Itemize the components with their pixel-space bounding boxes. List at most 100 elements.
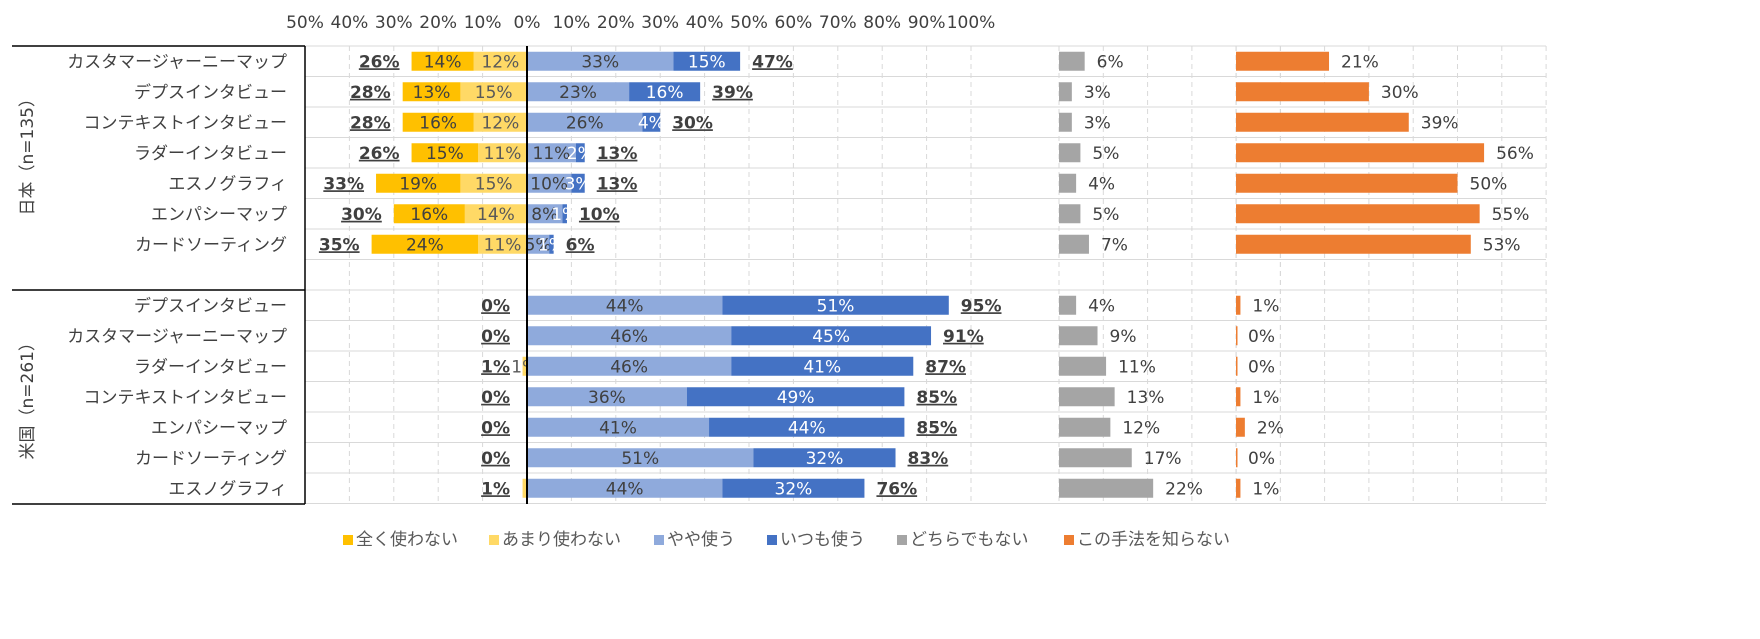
- rarely-bar: [473, 51, 527, 71]
- negative-total-label: 0%: [481, 388, 510, 408]
- never-bar: [371, 234, 479, 254]
- unknown-bar: [1236, 417, 1245, 437]
- somewhat-label: 5%: [525, 235, 552, 255]
- somewhat-bar: [527, 417, 710, 437]
- category-label: コンテキストインタビュー: [84, 388, 288, 408]
- neither-bar: [1059, 387, 1115, 407]
- x-tick-label: 50%: [730, 13, 768, 33]
- neither-bar: [1059, 326, 1098, 346]
- always-bar: [673, 51, 741, 71]
- rarely-label: 14%: [477, 205, 515, 225]
- unknown-label: 0%: [1248, 357, 1275, 377]
- rarely-label: 11%: [484, 144, 522, 164]
- positive-total-label: 85%: [916, 388, 957, 408]
- x-tick-label: 10%: [464, 13, 502, 33]
- x-tick-label: 10%: [553, 13, 591, 33]
- always-label: 45%: [812, 327, 850, 347]
- negative-total-label: 1%: [481, 357, 510, 377]
- x-axis-ticks: 50% 40% 30% 20% 10% 0% 10% 20% 30% 40% 50% 60% 70% 80…: [286, 13, 995, 33]
- legend-swatch: [767, 535, 777, 545]
- neither-bar: [1059, 112, 1072, 132]
- chart-row: カスタマージャーニーマップ 0% 46% 45% 91% 9% 0%: [67, 326, 1275, 347]
- negative-total-label: 30%: [341, 205, 382, 225]
- legend-item: やや使う: [654, 529, 735, 550]
- neither-bar: [1059, 143, 1081, 163]
- unknown-bar: [1236, 82, 1369, 102]
- unknown-label: 56%: [1496, 144, 1534, 164]
- rarely-bar: [460, 82, 527, 102]
- unknown-label: 53%: [1483, 235, 1521, 255]
- neither-label: 12%: [1122, 418, 1160, 438]
- category-label: エンパシーマップ: [151, 205, 287, 225]
- neither-bar: [1059, 295, 1077, 315]
- unknown-bar: [1236, 204, 1480, 224]
- never-bar: [402, 82, 461, 102]
- chart-row: カードソーティング 0% 51% 32% 83% 17% 0%: [135, 448, 1275, 469]
- group-usa: 米国（n=261） デプスインタビュー 0% 44% 51% 95% 4% 1% カスタマージャ…: [18, 295, 1284, 499]
- unknown-label: 30%: [1381, 83, 1419, 103]
- positive-total-label: 13%: [597, 144, 638, 164]
- legend-label: あまり使わない: [502, 529, 621, 550]
- never-label: 13%: [413, 83, 451, 103]
- rarely-label: 12%: [481, 113, 519, 133]
- somewhat-bar: [527, 295, 723, 315]
- chart-row: カードソーティング 11% 24% 35% 5%1% 6% 7% 53%: [135, 234, 1521, 255]
- legend-item: いつも使う: [767, 529, 865, 550]
- neither-label: 3%: [1084, 83, 1111, 103]
- unknown-bar: [1236, 478, 1241, 498]
- neither-label: 5%: [1092, 144, 1119, 164]
- positive-total-label: 95%: [961, 296, 1002, 316]
- somewhat-bar: [527, 82, 630, 102]
- legend-swatch: [897, 535, 907, 545]
- chart-row: エンパシーマップ 14% 16% 30% 8%1% 10% 5% 55%: [151, 204, 1529, 225]
- chart-frame: [12, 45, 528, 505]
- rarely-label: 12%: [481, 52, 519, 72]
- legend-item: あまり使わない: [489, 529, 621, 550]
- unknown-label: 0%: [1248, 327, 1275, 347]
- always-bar: [642, 112, 661, 132]
- always-label: 32%: [806, 449, 844, 469]
- unknown-bar: [1236, 112, 1409, 132]
- always-label: 2%: [567, 144, 594, 164]
- negative-total-label: 28%: [350, 83, 391, 103]
- unknown-bar: [1236, 51, 1330, 71]
- x-tick-label: 60%: [775, 13, 813, 33]
- chart-row: ラダーインタビュー 1%1% 46% 41% 87% 11% 0%: [134, 356, 1275, 377]
- neither-bar: [1059, 204, 1081, 224]
- unknown-label: 21%: [1341, 52, 1379, 72]
- rarely-bar: [464, 204, 527, 224]
- rarely-label: 15%: [475, 83, 513, 103]
- neither-label: 4%: [1088, 296, 1115, 316]
- somewhat-bar: [527, 234, 550, 254]
- somewhat-bar: [527, 112, 643, 132]
- unknown-label: 50%: [1470, 174, 1508, 194]
- group-label: 米国（n=261）: [18, 334, 38, 459]
- somewhat-label: 44%: [606, 479, 644, 499]
- rarely-bar: [460, 173, 527, 193]
- neither-label: 17%: [1144, 449, 1182, 469]
- unknown-label: 2%: [1257, 418, 1284, 438]
- group-label: 日本（n=135）: [18, 90, 38, 215]
- neither-label: 3%: [1084, 113, 1111, 133]
- never-bar: [393, 204, 465, 224]
- always-label: 49%: [777, 388, 815, 408]
- never-bar: [376, 173, 461, 193]
- unknown-label: 0%: [1248, 449, 1275, 469]
- neither-bar: [1059, 234, 1089, 254]
- neither-label: 5%: [1092, 205, 1119, 225]
- chart-row: コンテキストインタビュー 0% 36% 49% 85% 13% 1%: [84, 387, 1279, 408]
- neither-label: 22%: [1165, 479, 1203, 499]
- always-label: 4%: [638, 113, 665, 133]
- x-tick-label: 90%: [908, 13, 946, 33]
- legend-label: どちらでもない: [910, 530, 1029, 550]
- neither-bar: [1059, 478, 1154, 498]
- never-label: 16%: [410, 205, 448, 225]
- always-label: 1%: [538, 235, 565, 255]
- always-label: 15%: [688, 52, 726, 72]
- somewhat-bar: [527, 173, 572, 193]
- unknown-bar: [1236, 173, 1458, 193]
- category-label: カードソーティング: [135, 235, 287, 255]
- neither-label: 7%: [1101, 235, 1128, 255]
- chart-row: エスノグラフィ 1% 44% 32% 76% 22% 1%: [168, 478, 1279, 499]
- positive-total-label: 30%: [672, 113, 713, 133]
